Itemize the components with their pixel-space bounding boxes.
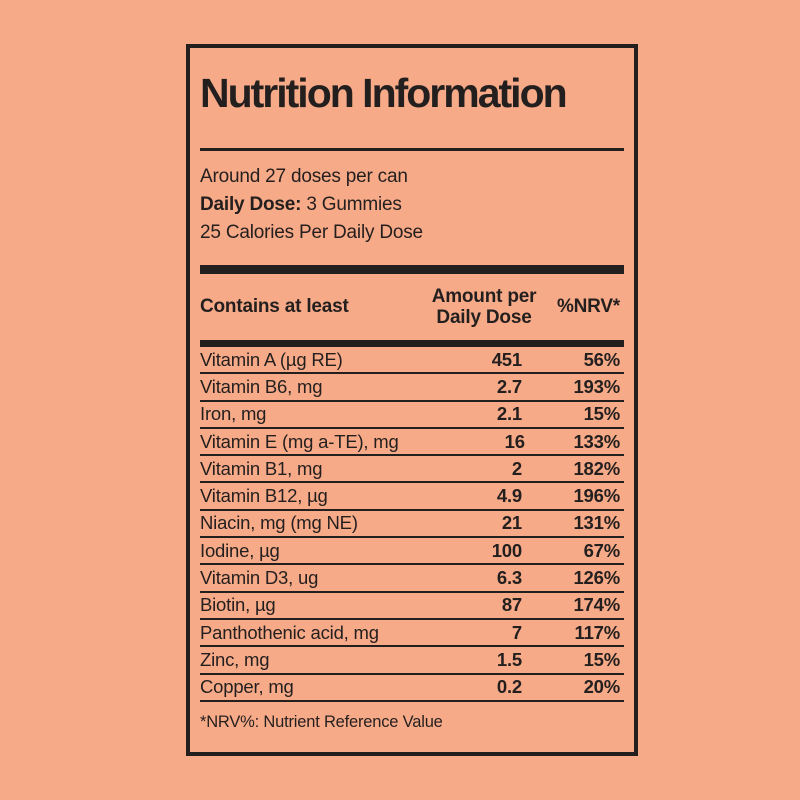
header-contains: Contains at least <box>200 296 349 317</box>
table-row: Niacin, mg (mg NE) 21 131% <box>200 511 624 539</box>
table-row: Iodine, µg 100 67% <box>200 538 624 566</box>
table-row: Copper, mg 0.2 20% <box>200 675 624 702</box>
header-amount: Amount per Daily Dose <box>424 286 544 328</box>
table-row: Biotin, µg 87 174% <box>200 593 624 620</box>
nutrient-amount: 100 <box>491 539 522 561</box>
nutrient-name: Copper, mg <box>200 676 294 698</box>
table-row: Vitamin B6, mg 2.7 193% <box>200 374 624 402</box>
nutrient-nrv: 126% <box>573 567 620 589</box>
nutrient-nrv: 15% <box>583 648 621 670</box>
nutrient-nrv: 131% <box>573 512 620 534</box>
nutrient-amount: 16 <box>504 430 525 452</box>
nutrient-name: Iodine, µg <box>200 539 280 561</box>
label-title: Nutrition Information <box>200 70 568 116</box>
nutrient-nrv: 193% <box>573 375 620 397</box>
nutrient-nrv: 15% <box>583 403 621 425</box>
header-bar-bottom <box>200 340 624 347</box>
header-amount-line1: Amount per <box>431 286 537 307</box>
nutrient-name: Zinc, mg <box>200 648 270 670</box>
table-row: Iron, mg 2.1 15% <box>200 402 624 429</box>
nutrient-name: Vitamin B6, mg <box>200 375 323 397</box>
nutrient-amount: 2.1 <box>496 403 522 425</box>
nutrient-nrv: 196% <box>573 485 620 507</box>
dose-info-block: Around 27 doses per can Daily Dose: 3 Gu… <box>200 163 624 247</box>
nutrient-amount: 1.5 <box>496 648 522 670</box>
nutrient-nrv: 56% <box>583 348 621 370</box>
header-nrv: %NRV* <box>556 296 620 317</box>
nutrient-name: Vitamin B12, µg <box>200 485 328 507</box>
table-row: Vitamin B12, µg 4.9 196% <box>200 483 624 511</box>
servings-line: Around 27 doses per can <box>200 166 408 187</box>
nutrient-nrv: 174% <box>573 594 620 616</box>
header-amount-line2: Daily Dose <box>436 307 532 328</box>
nutrient-amount: 2 <box>511 457 522 479</box>
nutrient-name: Niacin, mg (mg NE) <box>200 512 358 534</box>
table-header-row: Contains at least Amount per Daily Dose … <box>200 274 624 340</box>
nutrient-name: Biotin, µg <box>200 594 276 616</box>
nutrient-name: Vitamin A (µg RE) <box>200 348 343 370</box>
nutrient-nrv: 182% <box>573 457 620 479</box>
calories-line: 25 Calories Per Daily Dose <box>200 222 423 243</box>
nutrition-label: Nutrition Information Around 27 doses pe… <box>186 44 638 756</box>
table-row: Panthothenic acid, mg 7 117% <box>200 620 624 648</box>
table-row: Vitamin A (µg RE) 451 56% <box>200 347 624 375</box>
nutrient-name: Vitamin D3, ug <box>200 567 319 589</box>
table-row: Vitamin B1, mg 2 182% <box>200 456 624 484</box>
header-bar-top <box>200 265 624 274</box>
nutrient-amount: 4.9 <box>496 485 522 507</box>
nutrient-nrv: 133% <box>573 430 620 452</box>
title-divider <box>200 148 624 151</box>
daily-dose-label: Daily Dose: <box>200 194 302 215</box>
nutrient-amount: 7 <box>511 621 522 643</box>
nutrient-amount: 0.2 <box>496 676 522 698</box>
daily-dose-line: Daily Dose: 3 Gummies <box>200 191 624 219</box>
table-row: Vitamin D3, ug 6.3 126% <box>200 565 624 593</box>
nutrient-name: Iron, mg <box>200 403 267 425</box>
nutrient-nrv: 67% <box>583 539 621 561</box>
nutrient-amount: 2.7 <box>496 375 522 397</box>
nutrient-name: Panthothenic acid, mg <box>200 621 379 643</box>
nutrient-amount: 451 <box>491 348 522 370</box>
nutrient-amount: 6.3 <box>496 567 522 589</box>
daily-dose-value: 3 Gummies <box>301 194 402 215</box>
table-row: Vitamin E (mg a-TE), mg 16 133% <box>200 429 624 457</box>
nutrient-name: Vitamin E (mg a-TE), mg <box>200 430 399 452</box>
nutrient-amount: 21 <box>501 512 522 534</box>
nutrient-amount: 87 <box>501 594 522 616</box>
nrv-footnote: *NRV%: Nutrient Reference Value <box>200 712 443 731</box>
table-row: Zinc, mg 1.5 15% <box>200 647 624 675</box>
nutrient-nrv: 117% <box>574 621 621 643</box>
nutrient-nrv: 20% <box>583 676 621 698</box>
nutrient-name: Vitamin B1, mg <box>200 457 323 479</box>
nutrient-table: Vitamin A (µg RE) 451 56% Vitamin B6, mg… <box>200 347 624 702</box>
